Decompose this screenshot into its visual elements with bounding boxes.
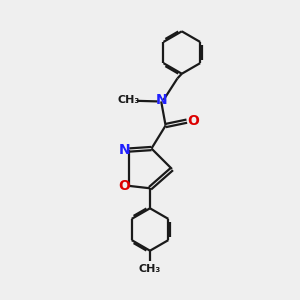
Text: N: N xyxy=(118,143,130,157)
Text: CH₃: CH₃ xyxy=(139,264,161,274)
Text: O: O xyxy=(187,114,199,128)
Text: O: O xyxy=(118,179,130,193)
Text: CH₃: CH₃ xyxy=(118,95,140,105)
Text: N: N xyxy=(155,93,167,107)
